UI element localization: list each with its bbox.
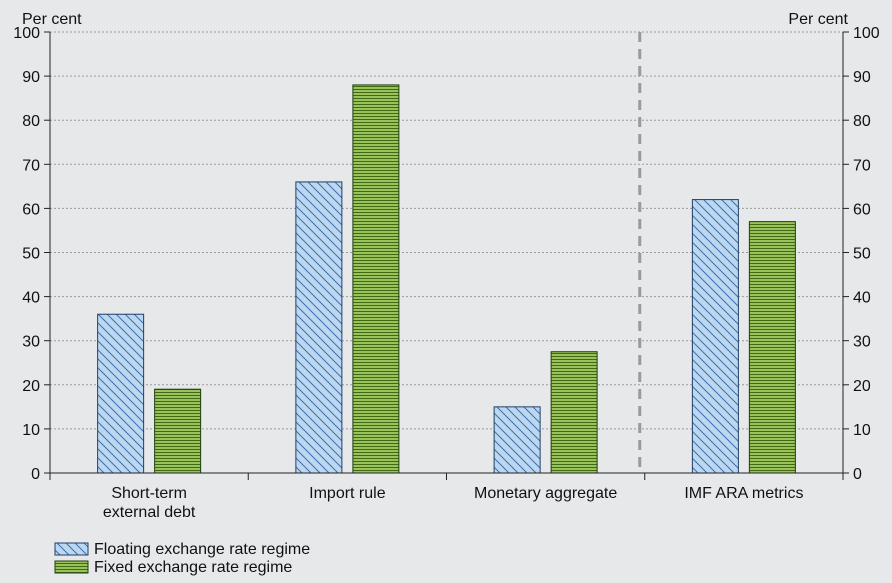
bar-floating-1 (295, 181, 343, 474)
y-axis-title-right: Per cent (788, 11, 848, 28)
y-tick-label-right: 0 (853, 466, 862, 483)
y-tick-label-left: 60 (22, 201, 40, 218)
legend-label-floating: Floating exchange rate regime (94, 541, 310, 558)
y-tick-label-left: 30 (22, 334, 40, 351)
bar-fixed-3 (748, 221, 796, 474)
y-tick-label-right: 10 (853, 422, 871, 439)
labels: 0 0 10 10 20 20 30 30 40 40 50 50 60 60 70 70 80 80 90 90 10… (13, 11, 880, 521)
bar-floating-3 (691, 199, 739, 474)
y-tick-label-right: 70 (853, 157, 871, 174)
y-tick-label-left: 100 (13, 25, 40, 42)
gridlines (50, 31, 843, 430)
y-tick-label-right: 30 (853, 334, 871, 351)
x-tick-label: external debt (103, 504, 196, 521)
y-tick-label-right: 90 (853, 69, 871, 86)
y-tick-label-right: 80 (853, 113, 871, 130)
y-tick-label-right: 20 (853, 378, 871, 395)
legend-swatch-fixed (54, 560, 89, 574)
y-tick-label-left: 90 (22, 69, 40, 86)
y-tick-label-right: 40 (853, 290, 871, 307)
y-tick-label-right: 100 (853, 25, 880, 42)
bar-fixed-0 (154, 388, 202, 474)
bar-fixed-2 (550, 351, 598, 474)
x-tick-label: Short-term (111, 485, 187, 502)
y-tick-label-right: 60 (853, 201, 871, 218)
x-tick-label: Import rule (309, 485, 386, 502)
y-tick-label-left: 10 (22, 422, 40, 439)
legend-label-fixed: Fixed exchange rate regime (94, 559, 292, 576)
bar-floating-2 (493, 406, 541, 474)
y-tick-label-left: 70 (22, 157, 40, 174)
bar-floating-0 (97, 313, 145, 474)
y-tick-label-left: 0 (31, 466, 40, 483)
y-tick-label-left: 50 (22, 246, 40, 263)
legend-swatch-floating (54, 542, 89, 556)
y-tick-label-left: 40 (22, 290, 40, 307)
axes (44, 31, 849, 480)
y-axis-title-left: Per cent (22, 11, 82, 28)
y-tick-label-right: 50 (853, 246, 871, 263)
x-tick-label: IMF ARA metrics (684, 485, 803, 502)
y-tick-label-left: 20 (22, 378, 40, 395)
bar-fixed-1 (352, 84, 400, 474)
x-tick-label: Monetary aggregate (474, 485, 617, 502)
y-tick-label-left: 80 (22, 113, 40, 130)
bars (97, 84, 796, 474)
